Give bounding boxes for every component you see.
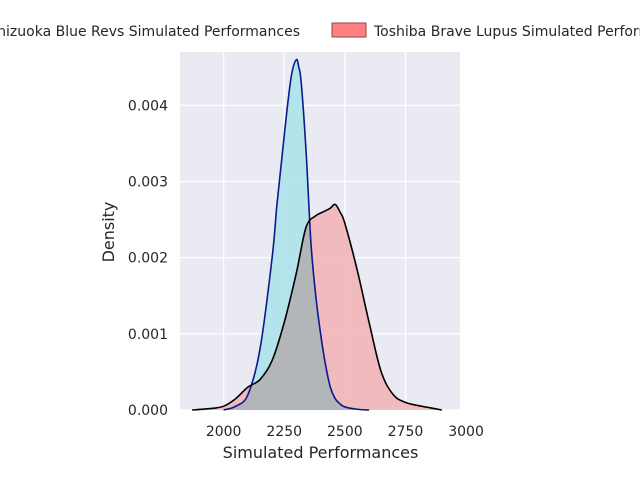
x-tick-label: 2000 xyxy=(206,424,242,440)
y-tick-label: 0.004 xyxy=(128,98,168,114)
x-tick-label: 2250 xyxy=(266,424,302,440)
y-tick-label: 0.001 xyxy=(128,327,168,343)
series-line-blue-revs xyxy=(223,58,370,411)
x-tick-label: 3000 xyxy=(448,424,484,440)
series-area-blue-revs xyxy=(223,59,370,411)
y-axis-label: Density xyxy=(99,202,118,263)
series-line-brave-lupus xyxy=(192,203,442,411)
y-tick-labels: 0.000 0.001 0.002 0.003 0.004 xyxy=(128,98,168,419)
y-tick-label: 0.003 xyxy=(128,174,168,190)
y-tick-label: 0.000 xyxy=(128,403,168,419)
x-axis-label: Simulated Performances xyxy=(223,443,419,462)
y-tick-label: 0.002 xyxy=(128,251,168,267)
legend: Shizuoka Blue Revs Simulated Performance… xyxy=(0,22,640,40)
series-layer xyxy=(192,58,442,411)
legend-swatch-brave-lupus xyxy=(331,22,367,38)
x-tick-label: 2750 xyxy=(388,424,424,440)
x-tick-labels: 2000 2250 2500 2750 3000 xyxy=(206,424,484,440)
legend-label-blue-revs: Shizuoka Blue Revs Simulated Performance… xyxy=(0,24,300,40)
x-tick-label: 2500 xyxy=(327,424,363,440)
legend-label-brave-lupus: Toshiba Brave Lupus Simulated Performanc… xyxy=(373,24,640,40)
